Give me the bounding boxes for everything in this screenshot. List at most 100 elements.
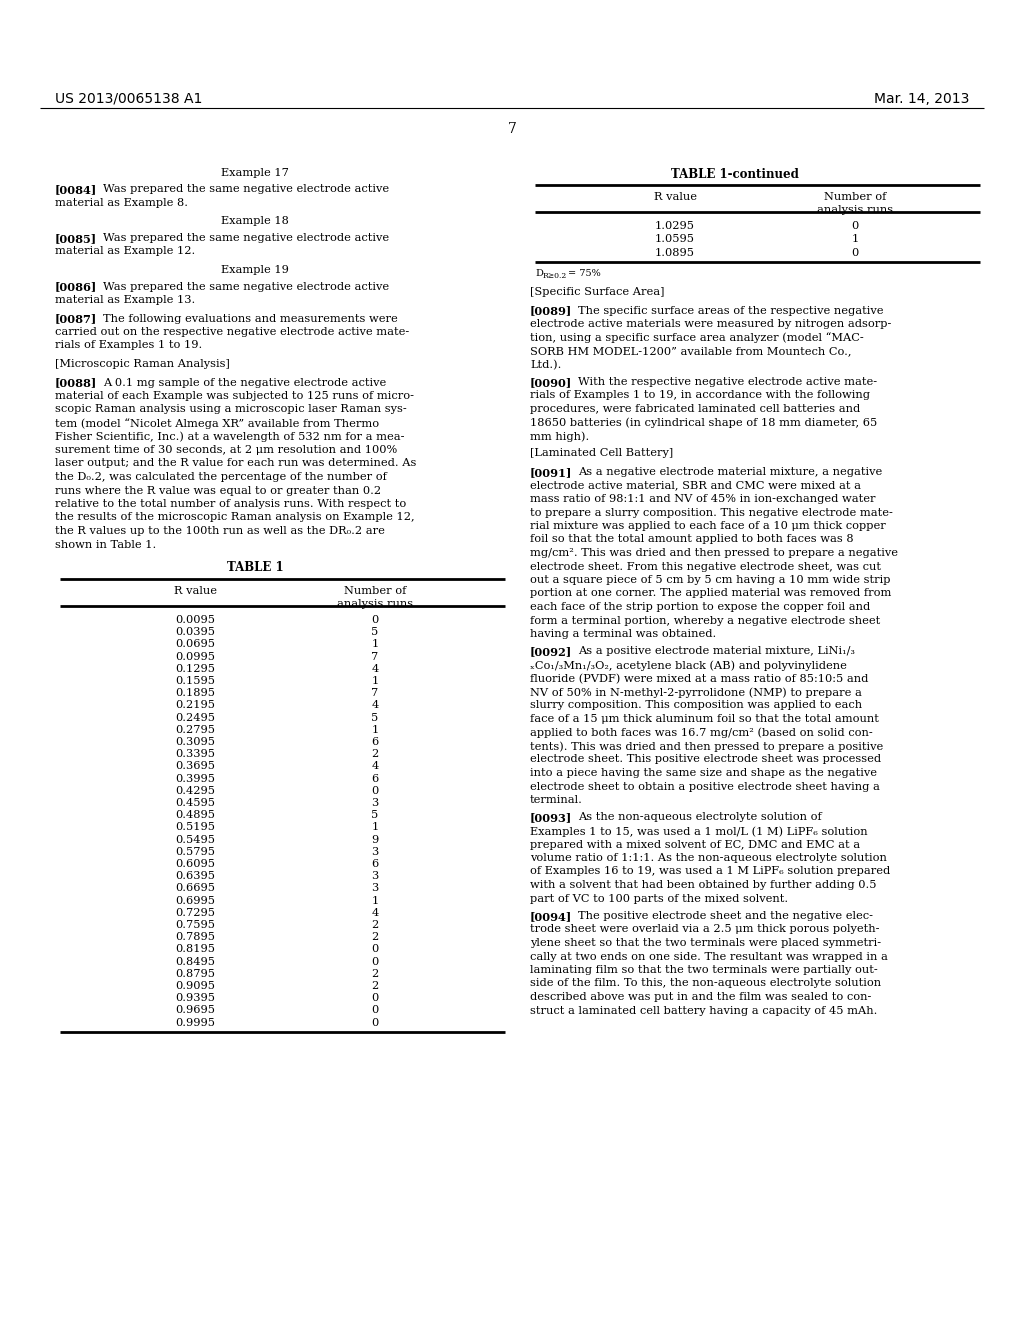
Text: laminating film so that the two terminals were partially out-: laminating film so that the two terminal…: [530, 965, 878, 975]
Text: 0.6095: 0.6095: [175, 859, 215, 869]
Text: the D₀.2, was calculated the percentage of the number of: the D₀.2, was calculated the percentage …: [55, 473, 387, 482]
Text: As a negative electrode material mixture, a negative: As a negative electrode material mixture…: [578, 467, 883, 477]
Text: material as Example 13.: material as Example 13.: [55, 294, 196, 305]
Text: of Examples 16 to 19, was used a 1 M LiPF₆ solution prepared: of Examples 16 to 19, was used a 1 M LiP…: [530, 866, 890, 876]
Text: Was prepared the same negative electrode active: Was prepared the same negative electrode…: [103, 234, 389, 243]
Text: 0.9695: 0.9695: [175, 1006, 215, 1015]
Text: 0.6695: 0.6695: [175, 883, 215, 894]
Text: 9: 9: [372, 834, 379, 845]
Text: prepared with a mixed solvent of EC, DMC and EMC at a: prepared with a mixed solvent of EC, DMC…: [530, 840, 860, 850]
Text: portion at one corner. The applied material was removed from: portion at one corner. The applied mater…: [530, 589, 891, 598]
Text: [0084]: [0084]: [55, 185, 97, 195]
Text: slurry composition. This composition was applied to each: slurry composition. This composition was…: [530, 701, 862, 710]
Text: surement time of 30 seconds, at 2 μm resolution and 100%: surement time of 30 seconds, at 2 μm res…: [55, 445, 397, 455]
Text: 7: 7: [372, 652, 379, 661]
Text: 0.1295: 0.1295: [175, 664, 215, 673]
Text: 0.3395: 0.3395: [175, 750, 215, 759]
Text: 1: 1: [851, 235, 859, 244]
Text: 6: 6: [372, 774, 379, 784]
Text: into a piece having the same size and shape as the negative: into a piece having the same size and sh…: [530, 768, 877, 777]
Text: the R values up to the 100th run as well as the DR₀.2 are: the R values up to the 100th run as well…: [55, 525, 385, 536]
Text: 0.0095: 0.0095: [175, 615, 215, 624]
Text: 4: 4: [372, 762, 379, 771]
Text: [0085]: [0085]: [55, 234, 97, 244]
Text: 1: 1: [372, 895, 379, 906]
Text: D: D: [535, 268, 543, 277]
Text: analysis runs: analysis runs: [817, 205, 893, 215]
Text: With the respective negative electrode active mate-: With the respective negative electrode a…: [578, 378, 878, 387]
Text: material as Example 12.: material as Example 12.: [55, 247, 196, 256]
Text: [0092]: [0092]: [530, 647, 572, 657]
Text: R value: R value: [653, 191, 696, 202]
Text: SORB HM MODEL-1200” available from Mountech Co.,: SORB HM MODEL-1200” available from Mount…: [530, 346, 852, 356]
Text: 0: 0: [372, 944, 379, 954]
Text: 7: 7: [508, 121, 516, 136]
Text: 0.7895: 0.7895: [175, 932, 215, 942]
Text: 0: 0: [372, 1006, 379, 1015]
Text: 1: 1: [372, 822, 379, 833]
Text: R≥0.2: R≥0.2: [543, 272, 567, 280]
Text: each face of the strip portion to expose the copper foil and: each face of the strip portion to expose…: [530, 602, 870, 612]
Text: TABLE 1-continued: TABLE 1-continued: [671, 168, 799, 181]
Text: A 0.1 mg sample of the negative electrode active: A 0.1 mg sample of the negative electrod…: [103, 378, 386, 388]
Text: 0.4295: 0.4295: [175, 785, 215, 796]
Text: 0.3695: 0.3695: [175, 762, 215, 771]
Text: 3: 3: [372, 871, 379, 882]
Text: volume ratio of 1:1:1. As the non-aqueous electrolyte solution: volume ratio of 1:1:1. As the non-aqueou…: [530, 853, 887, 863]
Text: electrode sheet to obtain a positive electrode sheet having a: electrode sheet to obtain a positive ele…: [530, 781, 880, 792]
Text: terminal.: terminal.: [530, 795, 583, 805]
Text: struct a laminated cell battery having a capacity of 45 mAh.: struct a laminated cell battery having a…: [530, 1006, 878, 1015]
Text: material as Example 8.: material as Example 8.: [55, 198, 188, 209]
Text: 5: 5: [372, 713, 379, 722]
Text: Was prepared the same negative electrode active: Was prepared the same negative electrode…: [103, 185, 389, 194]
Text: 1: 1: [372, 676, 379, 686]
Text: [0089]: [0089]: [530, 305, 572, 317]
Text: mg/cm². This was dried and then pressed to prepare a negative: mg/cm². This was dried and then pressed …: [530, 548, 898, 558]
Text: [0091]: [0091]: [530, 467, 572, 478]
Text: 0.8495: 0.8495: [175, 957, 215, 966]
Text: TABLE 1: TABLE 1: [226, 561, 284, 574]
Text: with a solvent that had been obtained by further adding 0.5: with a solvent that had been obtained by…: [530, 880, 877, 890]
Text: 3: 3: [372, 883, 379, 894]
Text: 2: 2: [372, 981, 379, 991]
Text: described above was put in and the film was sealed to con-: described above was put in and the film …: [530, 993, 871, 1002]
Text: fluoride (PVDF) were mixed at a mass ratio of 85:10:5 and: fluoride (PVDF) were mixed at a mass rat…: [530, 673, 868, 684]
Text: electrode active material, SBR and CMC were mixed at a: electrode active material, SBR and CMC w…: [530, 480, 861, 491]
Text: side of the film. To this, the non-aqueous electrolyte solution: side of the film. To this, the non-aqueo…: [530, 978, 881, 989]
Text: 0: 0: [851, 220, 859, 231]
Text: 0.0395: 0.0395: [175, 627, 215, 638]
Text: [0088]: [0088]: [55, 378, 97, 388]
Text: part of VC to 100 parts of the mixed solvent.: part of VC to 100 parts of the mixed sol…: [530, 894, 788, 903]
Text: 0.2195: 0.2195: [175, 701, 215, 710]
Text: scopic Raman analysis using a microscopic laser Raman sys-: scopic Raman analysis using a microscopi…: [55, 404, 407, 414]
Text: [Specific Surface Area]: [Specific Surface Area]: [530, 286, 665, 297]
Text: 0.7595: 0.7595: [175, 920, 215, 931]
Text: 2: 2: [372, 969, 379, 979]
Text: applied to both faces was 16.7 mg/cm² (based on solid con-: applied to both faces was 16.7 mg/cm² (b…: [530, 727, 872, 738]
Text: rials of Examples 1 to 19.: rials of Examples 1 to 19.: [55, 341, 203, 351]
Text: 0.5195: 0.5195: [175, 822, 215, 833]
Text: 3: 3: [372, 799, 379, 808]
Text: [0094]: [0094]: [530, 911, 572, 921]
Text: 5: 5: [372, 810, 379, 820]
Text: foil so that the total amount applied to both faces was 8: foil so that the total amount applied to…: [530, 535, 854, 544]
Text: mass ratio of 98:1:1 and NV of 45% in ion-exchanged water: mass ratio of 98:1:1 and NV of 45% in io…: [530, 494, 876, 504]
Text: 2: 2: [372, 750, 379, 759]
Text: 0.2795: 0.2795: [175, 725, 215, 735]
Text: [0087]: [0087]: [55, 314, 97, 325]
Text: ylene sheet so that the two terminals were placed symmetri-: ylene sheet so that the two terminals we…: [530, 939, 881, 948]
Text: form a terminal portion, whereby a negative electrode sheet: form a terminal portion, whereby a negat…: [530, 615, 881, 626]
Text: Ltd.).: Ltd.).: [530, 359, 561, 370]
Text: [0093]: [0093]: [530, 813, 572, 824]
Text: [Laminated Cell Battery]: [Laminated Cell Battery]: [530, 449, 673, 458]
Text: 0: 0: [372, 957, 379, 966]
Text: 5: 5: [372, 627, 379, 638]
Text: [0086]: [0086]: [55, 281, 97, 293]
Text: 0.8195: 0.8195: [175, 944, 215, 954]
Text: 6: 6: [372, 737, 379, 747]
Text: 3: 3: [372, 847, 379, 857]
Text: trode sheet were overlaid via a 2.5 μm thick porous polyeth-: trode sheet were overlaid via a 2.5 μm t…: [530, 924, 880, 935]
Text: 0.5495: 0.5495: [175, 834, 215, 845]
Text: As a positive electrode material mixture, LiNi₁/₃: As a positive electrode material mixture…: [578, 647, 855, 656]
Text: relative to the total number of analysis runs. With respect to: relative to the total number of analysis…: [55, 499, 407, 510]
